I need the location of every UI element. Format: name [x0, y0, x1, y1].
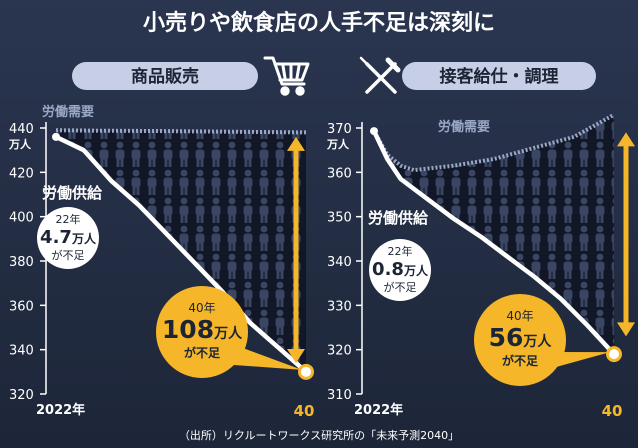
- y-unit-label: 万人: [8, 137, 32, 151]
- annotation-year: 22年: [388, 244, 413, 258]
- data-point: [606, 346, 622, 363]
- annotation-year: 40年: [188, 301, 215, 315]
- annotation-suffix: が不足: [52, 248, 85, 262]
- annotation-bubble-end: [156, 286, 248, 378]
- y-tick-label: 320: [9, 388, 34, 403]
- gap-arrow-head: [287, 348, 305, 363]
- gap-people-pattern: [374, 114, 614, 355]
- series-line-supply: [371, 130, 616, 356]
- gap-arrow-head: [617, 322, 635, 337]
- x-tick-label: 40: [602, 402, 623, 420]
- panel1-label: 商品販売: [131, 66, 199, 87]
- y-tick-label: 440: [9, 122, 34, 137]
- y-tick-label: 320: [327, 344, 352, 359]
- x-tick-label: 2022年: [36, 402, 85, 418]
- gap-arrow-head: [617, 132, 635, 147]
- data-point: [370, 127, 378, 136]
- series-line-supply: [55, 134, 308, 374]
- panel2-label-pill: [402, 62, 596, 90]
- x-tick-label: 40: [294, 402, 315, 420]
- annotation-bubble-end: [474, 294, 566, 386]
- annotation-value: 0.8万人: [372, 259, 429, 280]
- source-note: （出所）リクルートワークス研究所の「未来予測2040」: [179, 428, 459, 442]
- series-line-demand: [372, 112, 615, 173]
- chart-title: 小売りや飲食店の人手不足は深刻に: [143, 10, 495, 36]
- y-tick-label: 370: [327, 122, 352, 137]
- series-label-demand: 労働需要: [42, 104, 94, 120]
- y-unit-label: 万人: [326, 137, 350, 151]
- fork-knife-icon: [359, 56, 401, 94]
- y-tick-label: 400: [9, 211, 34, 226]
- annotation-year: 22年: [56, 212, 81, 226]
- x-tick-label: 2022年: [354, 402, 403, 418]
- y-tick-label: 360: [9, 299, 34, 314]
- y-tick-label: 420: [9, 166, 34, 181]
- y-tick-label: 380: [9, 255, 34, 270]
- data-point: [52, 132, 60, 141]
- series-label-supply: 労働供給: [368, 209, 429, 227]
- annotation-value: 108万人: [162, 315, 243, 344]
- annotation-suffix: が不足: [384, 280, 417, 294]
- annotation-value: 4.7万人: [40, 227, 97, 248]
- data-point: [298, 363, 314, 380]
- series-label-demand: 労働需要: [438, 119, 490, 135]
- y-tick-label: 340: [9, 344, 34, 359]
- y-tick-label: 350: [327, 211, 352, 226]
- y-tick-label: 340: [327, 255, 352, 270]
- panel2-label: 接客給仕・調理: [440, 66, 559, 87]
- panel1-label-pill: [72, 62, 258, 90]
- y-tick-label: 330: [327, 299, 352, 314]
- annotation-bubble-start: [369, 239, 431, 301]
- annotation-suffix: が不足: [502, 353, 538, 368]
- gap-arrow-head: [287, 136, 305, 151]
- series-label-supply: 労働供給: [42, 184, 103, 202]
- annotation-bubble-start: [37, 207, 99, 269]
- y-tick-label: 310: [327, 388, 352, 403]
- annotation-value: 56万人: [489, 323, 553, 352]
- gap-people-pattern: [56, 130, 306, 372]
- shopping-cart-icon: [263, 56, 310, 96]
- series-line-demand: [55, 128, 307, 135]
- y-tick-label: 360: [327, 166, 352, 181]
- annotation-suffix: が不足: [184, 345, 220, 360]
- annotation-year: 40年: [506, 309, 533, 323]
